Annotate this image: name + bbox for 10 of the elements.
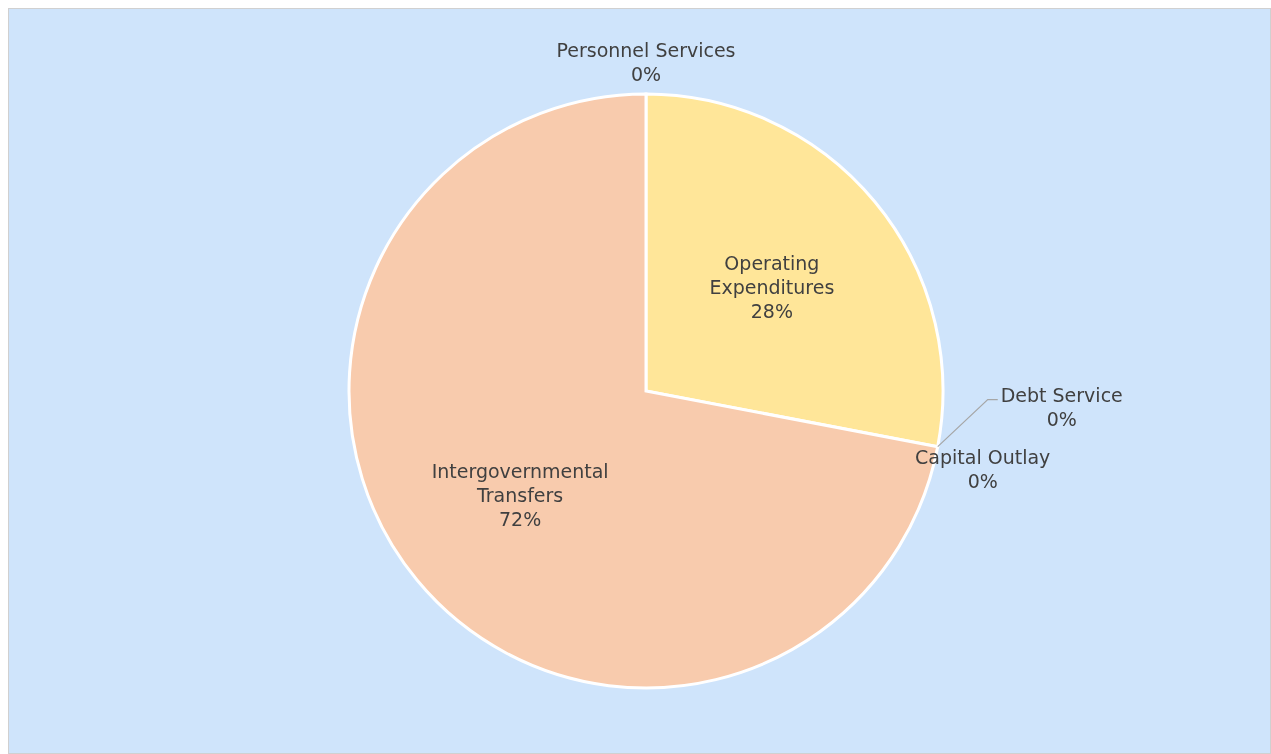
text: 0% [630,63,662,85]
text: 0% [967,469,998,492]
text: 0% [1046,407,1077,430]
category-label: Debt Service [1000,383,1123,406]
category-label: Capital Outlay [915,445,1051,468]
data-label: 72% [499,508,542,531]
slice-label: Operating Expenditures [709,251,835,298]
slice-label: Intergovernmental Transfers [431,460,609,507]
category-label: Personnel Services [556,39,736,61]
data-label: 28% [750,299,793,322]
